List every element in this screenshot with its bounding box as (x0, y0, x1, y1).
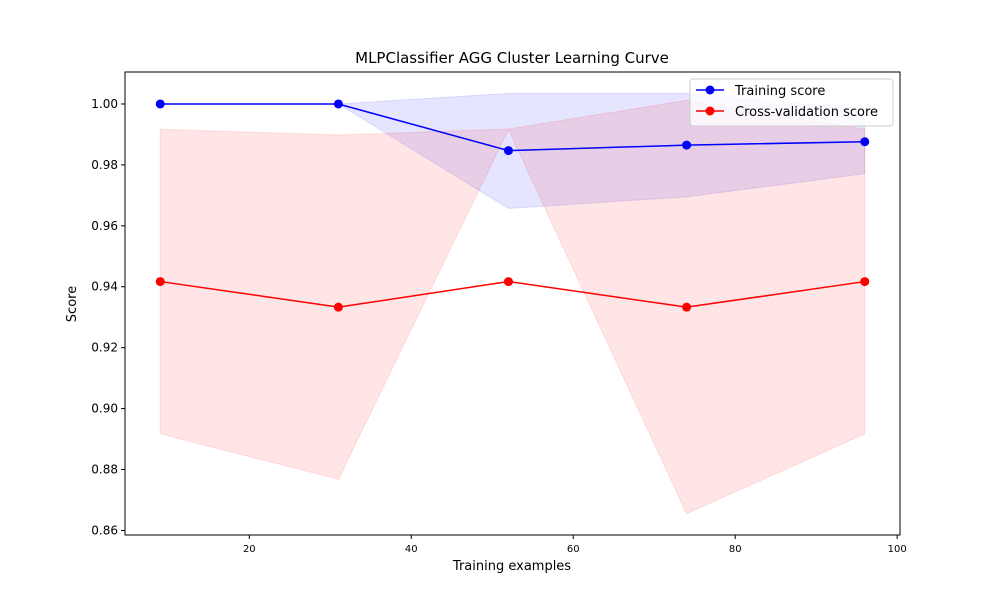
x-tick-label-3: 80 (729, 544, 742, 555)
point-series-0-1 (333, 99, 343, 109)
y-tick-label-3: 0.92 (91, 341, 118, 355)
legend-box (689, 78, 894, 127)
y-tick-label-0: 0.86 (91, 523, 118, 537)
point-series-1-4 (860, 277, 870, 287)
point-series-0-0 (155, 99, 165, 109)
x-axis-ticks: 20 40 60 80 100 (243, 535, 907, 555)
legend-marker-0 (705, 85, 715, 95)
legend-label-1: Cross-validation score (735, 105, 878, 120)
y-axis-ticks: 0.86 0.88 0.90 0.92 0.94 0.96 0.98 1.00 (91, 97, 125, 537)
y-tick-label-5: 0.96 (91, 219, 118, 233)
x-tick-label-2: 60 (567, 544, 580, 555)
point-series-0-4 (860, 137, 870, 147)
y-tick-label-4: 0.94 (91, 280, 118, 294)
point-series-1-1 (333, 302, 343, 312)
legend-label-0: Training score (734, 84, 825, 99)
legend: Training score Cross-validation score (689, 78, 894, 127)
x-tick-label-0: 20 (243, 544, 256, 555)
y-tick-label-6: 0.98 (91, 158, 118, 172)
chart-title: MLPClassifier AGG Cluster Learning Curve (355, 49, 669, 67)
x-tick-label-1: 40 (405, 544, 418, 555)
y-axis-label: Score (65, 286, 80, 322)
x-axis-label: Training examples (452, 559, 571, 574)
series-points (155, 99, 870, 312)
point-series-0-3 (682, 140, 692, 150)
point-series-0-2 (503, 146, 513, 156)
y-tick-label-7: 1.00 (91, 97, 118, 111)
legend-marker-1 (705, 106, 715, 116)
point-series-1-2 (503, 277, 513, 287)
x-tick-label-4: 100 (888, 544, 907, 555)
point-series-1-0 (155, 277, 165, 287)
y-tick-label-2: 0.90 (91, 402, 118, 416)
point-series-1-3 (682, 302, 692, 312)
y-tick-label-1: 0.88 (91, 463, 118, 477)
plot-area-frame (124, 71, 901, 536)
band-series-1 (159, 99, 866, 515)
